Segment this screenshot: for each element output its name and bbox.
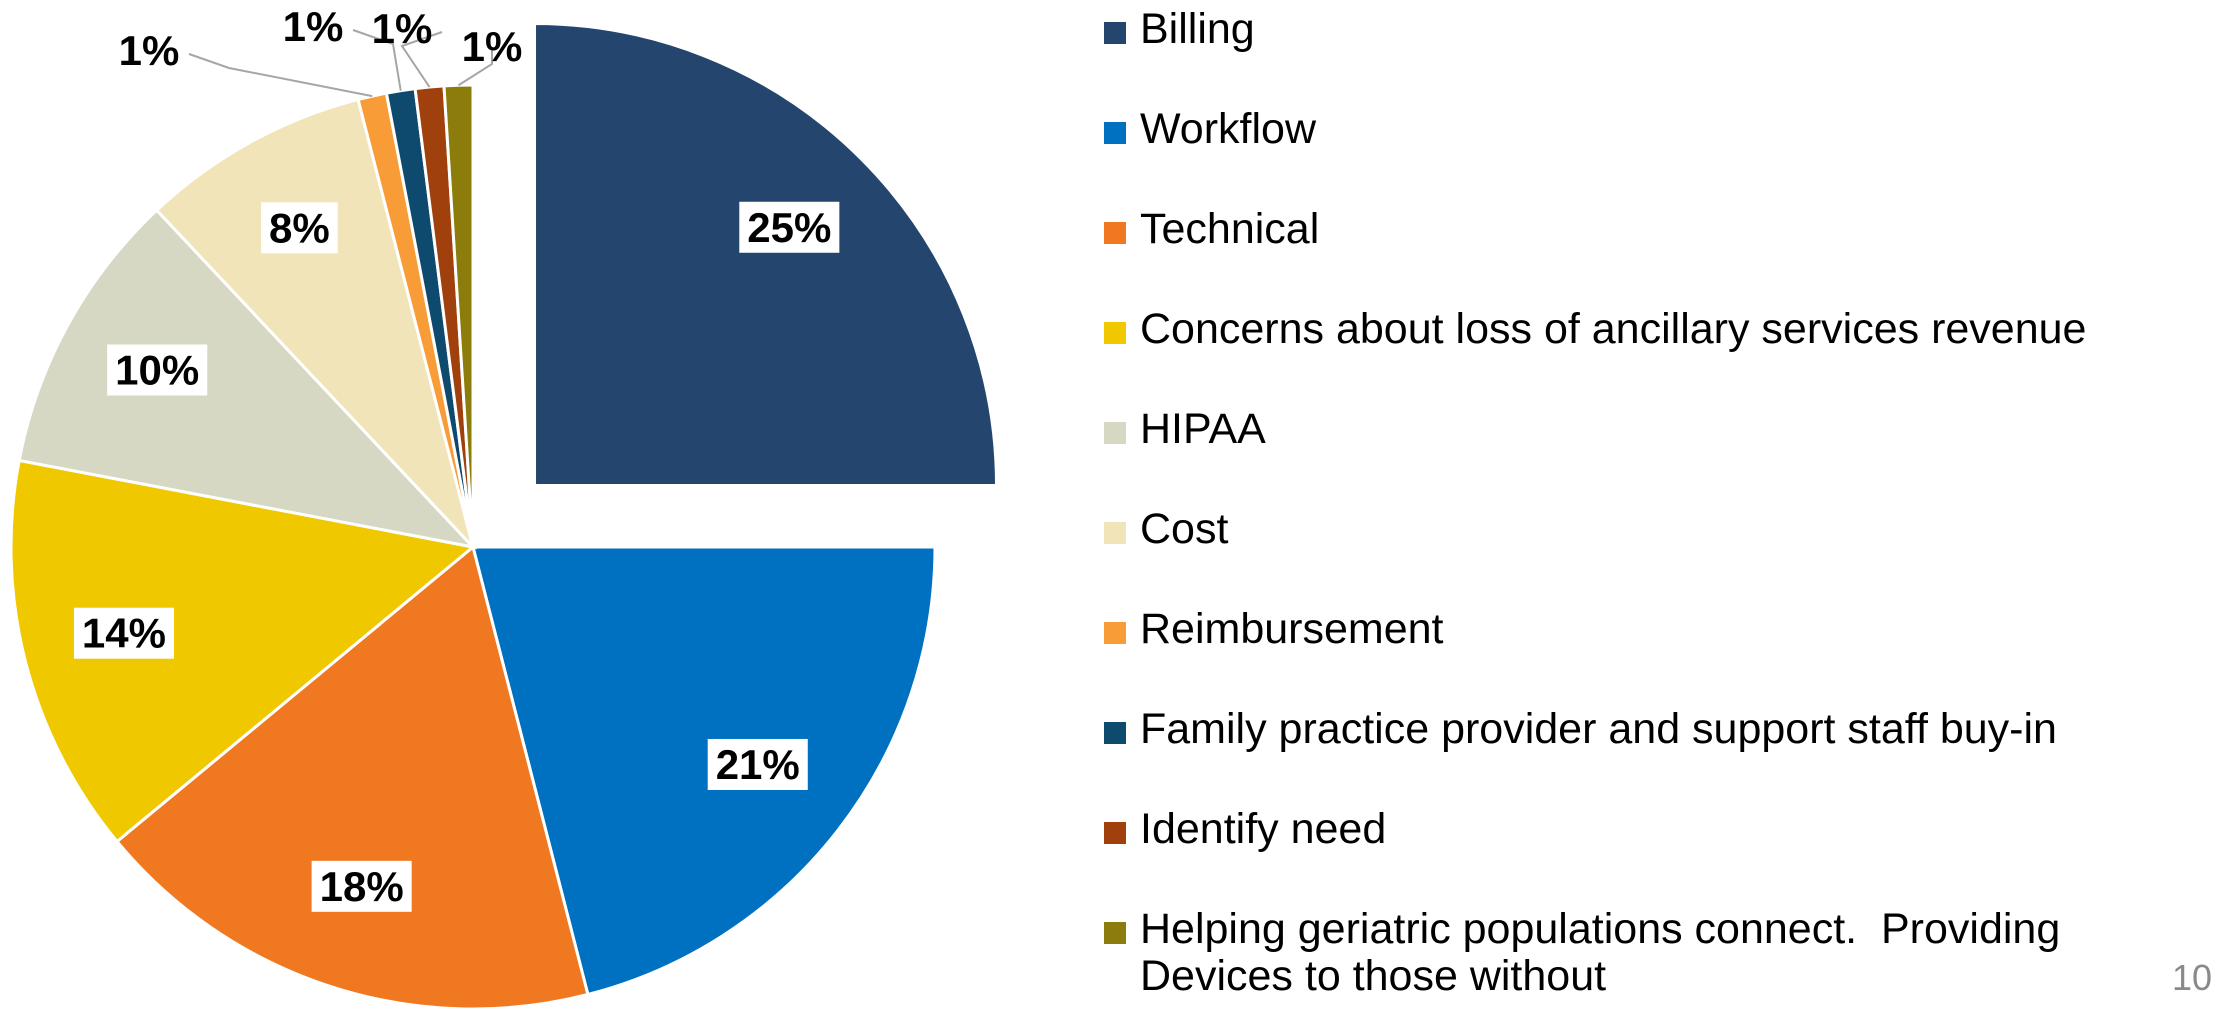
- data-label: 1%: [372, 5, 433, 52]
- legend-label: Billing: [1140, 5, 1255, 53]
- pie-slice: [17, 208, 478, 550]
- data-label-box: [107, 344, 208, 396]
- legend-swatch: [1104, 322, 1126, 344]
- data-label: 1%: [283, 3, 344, 50]
- leader-line: [188, 53, 373, 98]
- data-label: 8%: [269, 204, 330, 251]
- pie-chart: 25% 21% 18% 14% 10% 8% 1% 1% 1% 1%: [9, 3, 999, 1009]
- page-number: 10: [2171, 957, 2212, 998]
- legend-swatch: [1104, 422, 1126, 444]
- leader-line: [352, 29, 402, 91]
- pie-slice: [533, 21, 999, 487]
- data-label: 25%: [747, 204, 831, 251]
- legend-label: Identify need: [1140, 805, 1387, 853]
- data-label-box: [707, 738, 808, 790]
- legend-swatch: [1104, 222, 1126, 244]
- legend-swatch: [1104, 22, 1126, 44]
- legend-label: Family practice provider and support sta…: [1140, 705, 2057, 753]
- leader-line: [400, 31, 443, 88]
- legend-label: Reimbursement: [1140, 605, 1444, 653]
- legend-swatch: [1104, 622, 1126, 644]
- data-label: 1%: [462, 23, 523, 70]
- leader-line: [457, 50, 493, 87]
- legend-swatch: [1104, 822, 1126, 844]
- legend-label: Concerns about loss of ancillary service…: [1140, 305, 2087, 353]
- pie-slice: [154, 97, 475, 549]
- legend-label: Technical: [1140, 205, 1320, 253]
- pie-slice: [9, 458, 477, 844]
- legend-label: Workflow: [1140, 105, 1317, 153]
- legend-swatch: [1104, 722, 1126, 744]
- legend-label: Cost: [1140, 505, 1229, 553]
- legend-swatch: [1104, 122, 1126, 144]
- data-label-box: [261, 202, 338, 254]
- data-label-box: [739, 201, 840, 253]
- data-label-box: [311, 860, 412, 912]
- data-label: 14%: [82, 610, 166, 657]
- legend-swatch: [1104, 522, 1126, 544]
- data-label-box: [73, 607, 174, 659]
- legend-label: HIPAA: [1140, 405, 1266, 453]
- legend-swatch: [1104, 922, 1126, 944]
- data-label: 18%: [320, 863, 404, 910]
- data-label: 1%: [119, 27, 180, 74]
- pie-slice: [471, 545, 937, 997]
- legend-label: Helping geriatric populations connect. P…: [1140, 905, 2073, 1000]
- data-label: 10%: [115, 346, 199, 393]
- data-label: 21%: [716, 741, 800, 788]
- pie-slice: [114, 544, 590, 1009]
